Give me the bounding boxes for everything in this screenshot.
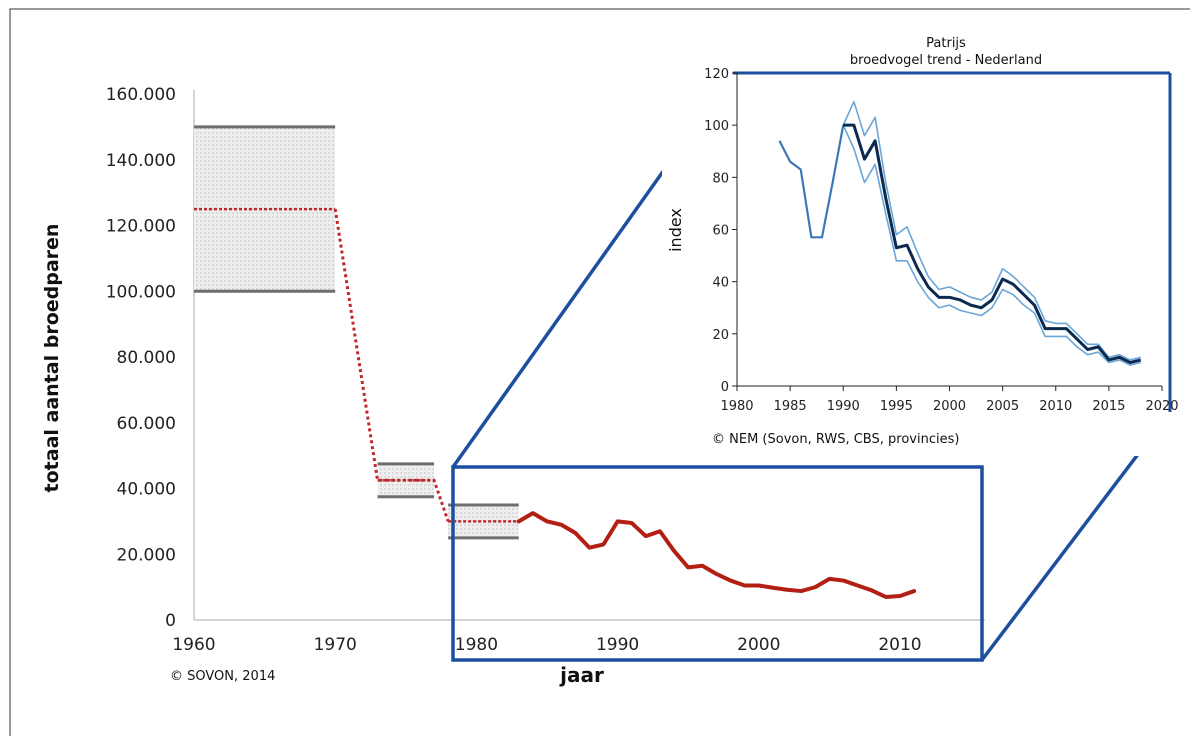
main-y-tick-label: 160.000: [106, 85, 176, 105]
inset-subtitle: broedvogel trend - Nederland: [850, 53, 1042, 68]
main-x-tick-label: 1960: [172, 635, 215, 655]
inset-x-tick-label: 2005: [986, 399, 1019, 414]
inset-credit: © NEM (Sovon, RWS, CBS, provincies): [712, 432, 959, 447]
inset-y-tick-label: 0: [721, 380, 729, 395]
inset-y-tick-label: 40: [712, 276, 729, 291]
estimate-connector-line: [333, 208, 450, 522]
main-x-tick-label: 1980: [455, 635, 498, 655]
main-credit: © SOVON, 2014: [170, 669, 275, 684]
main-y-tick-label: 60.000: [117, 414, 176, 434]
inset-y-tick-label: 20: [712, 328, 729, 343]
inset-y-tick-label: 80: [712, 171, 729, 186]
main-y-axis-label: totaal aantal broedparen: [41, 224, 63, 493]
inset-background: [662, 26, 1188, 456]
inset-title: Patrijs: [926, 36, 966, 51]
main-x-tick-label: 1990: [596, 635, 639, 655]
main-x-tick-label: 2000: [737, 635, 780, 655]
inset-x-tick-label: 2010: [1039, 399, 1072, 414]
main-x-tick-label: 1970: [314, 635, 357, 655]
inset-x-tick-label: 2000: [933, 399, 966, 414]
inset-early-index-line: [778, 124, 845, 239]
inset-y-tick-label: 60: [712, 224, 729, 239]
zoom-box: [451, 465, 984, 662]
inset-confidence-line: [842, 124, 1141, 366]
inset-x-tick-label: 1990: [827, 399, 860, 414]
main-y-tick-label: 140.000: [106, 151, 176, 171]
inset-y-tick-label: 120: [704, 67, 729, 82]
figure-border: [9, 8, 1190, 736]
inset-chart: Patrijs broedvogel trend - Nederland 0 20…: [662, 26, 1188, 456]
breeding-pairs-line: [516, 511, 917, 599]
main-x-tick-label: 2010: [878, 635, 921, 655]
main-chart: 0 20.000 40.000 60.000 80.000 100.000 120.000 1…: [41, 85, 985, 687]
main-y-tick-label: 100.000: [106, 282, 176, 302]
main-y-tick-label: 80.000: [117, 348, 176, 368]
main-y-tick-label: 20.000: [117, 545, 176, 565]
main-y-tick-label: 120.000: [106, 217, 176, 237]
inset-x-tick-label: 2020: [1145, 399, 1178, 414]
inset-index-line: [843, 123, 1142, 365]
inset-x-tick-label: 1985: [774, 399, 807, 414]
inset-y-tick-label: 100: [704, 119, 729, 134]
main-y-tick-label: 0: [165, 611, 176, 631]
inset-x-tick-label: 2015: [1092, 399, 1125, 414]
inset-x-tick-label: 1995: [880, 399, 913, 414]
inset-y-axis-label: index: [666, 208, 685, 252]
inset-confidence-line: [842, 100, 1141, 361]
main-y-tick-label: 40.000: [117, 480, 176, 500]
inset-x-tick-label: 1980: [720, 399, 753, 414]
main-x-axis-label: jaar: [559, 663, 604, 687]
